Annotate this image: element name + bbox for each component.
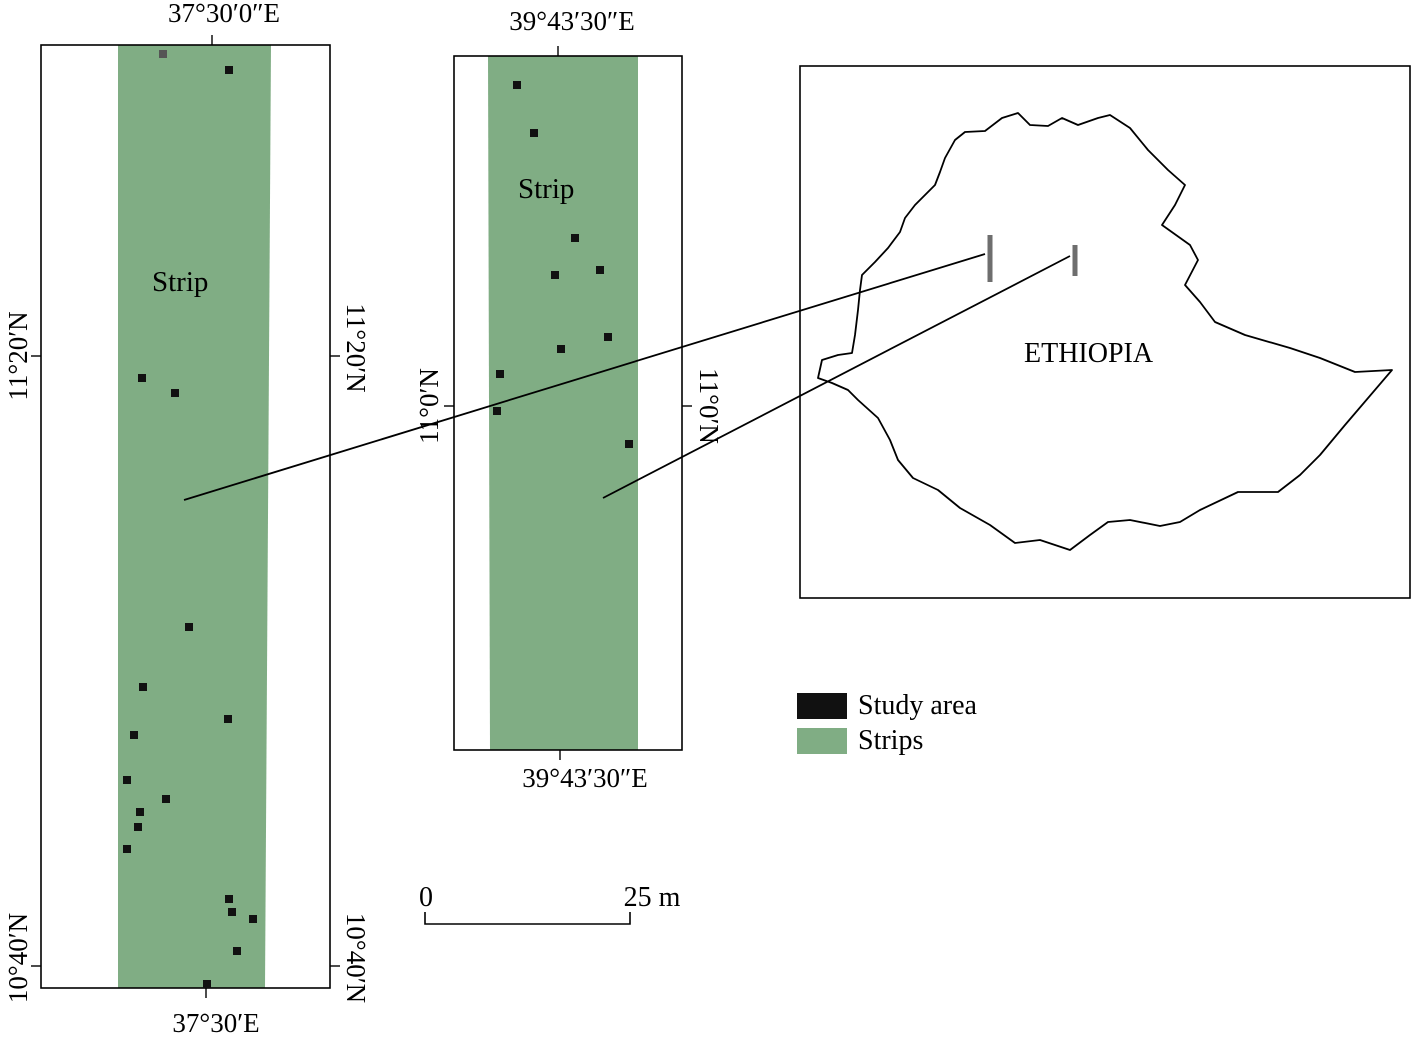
middle-latitude-left-label: 11°0′N	[414, 368, 444, 444]
study-point	[162, 795, 170, 803]
connector-east-site	[602, 255, 1071, 499]
study-point	[228, 908, 236, 916]
study-point	[224, 715, 232, 723]
middle-latitude-right-label: 11°0′N	[694, 368, 724, 444]
study-point	[571, 234, 579, 242]
left-study-points	[123, 50, 257, 988]
middle-study-points	[493, 81, 633, 448]
connector-west-site	[183, 253, 986, 501]
country-label: ETHIOPIA	[1024, 338, 1154, 369]
study-point	[557, 345, 565, 353]
middle-bottom-longitude-label: 39°43′30″E	[522, 763, 647, 793]
study-point	[139, 683, 147, 691]
ethiopia-inset: ETHIOPIA	[799, 65, 1411, 599]
study-point	[604, 333, 612, 341]
scale-bar-start-label: 0	[419, 882, 433, 913]
study-point	[225, 66, 233, 74]
study-point	[159, 50, 167, 58]
study-point	[225, 895, 233, 903]
study-point	[249, 915, 257, 923]
legend-swatch-strips	[797, 728, 847, 754]
study-point	[596, 266, 604, 274]
ethiopia-outline	[817, 112, 1393, 551]
study-point	[171, 389, 179, 397]
middle-panel-frame	[453, 55, 683, 751]
left-upper-latitude-right-label: 11°20′N	[341, 303, 371, 392]
study-point	[138, 374, 146, 382]
study-point	[203, 980, 211, 988]
left-upper-latitude-left-label: 11°20′N	[3, 311, 33, 400]
study-point	[136, 808, 144, 816]
study-point	[130, 731, 138, 739]
left-strip-label: Strip	[152, 266, 208, 298]
left-bottom-longitude-label: 37°30′E	[172, 1008, 259, 1037]
middle-top-longitude-label: 39°43′30″E	[509, 6, 634, 36]
scale-bar-line	[424, 912, 631, 925]
left-panel-frame	[40, 44, 331, 989]
legend: Study area Strips	[797, 690, 978, 756]
legend-label-strips: Strips	[858, 725, 923, 756]
legend-swatch-study-area	[797, 693, 847, 719]
study-point	[123, 845, 131, 853]
scale-bar: 0 25 m	[419, 882, 681, 925]
study-point	[625, 440, 633, 448]
study-point	[493, 407, 501, 415]
study-point	[496, 370, 504, 378]
study-point	[123, 776, 131, 784]
left-panel: 37°30′0″E 37°30′E 11°20′N 11°20′N 10°40′…	[3, 0, 371, 1037]
middle-strip-label: Strip	[518, 173, 574, 205]
scale-bar-end-label: 25 m	[624, 882, 681, 913]
left-top-longitude-label: 37°30′0″E	[168, 0, 280, 28]
inset-frame	[799, 65, 1411, 599]
middle-panel: 39°43′30″E 39°43′30″E 11°0′N 11°0′N Stri…	[414, 6, 724, 793]
study-point	[551, 271, 559, 279]
study-point	[530, 129, 538, 137]
study-point	[513, 81, 521, 89]
study-point	[185, 623, 193, 631]
study-point	[233, 947, 241, 955]
study-point	[134, 823, 142, 831]
left-lower-latitude-right-label: 10°40′N	[341, 913, 371, 1003]
left-lower-latitude-left-label: 10°40′N	[3, 913, 33, 1003]
left-strip	[118, 45, 271, 988]
middle-strip	[488, 56, 638, 750]
legend-label-study-area: Study area	[858, 690, 978, 721]
